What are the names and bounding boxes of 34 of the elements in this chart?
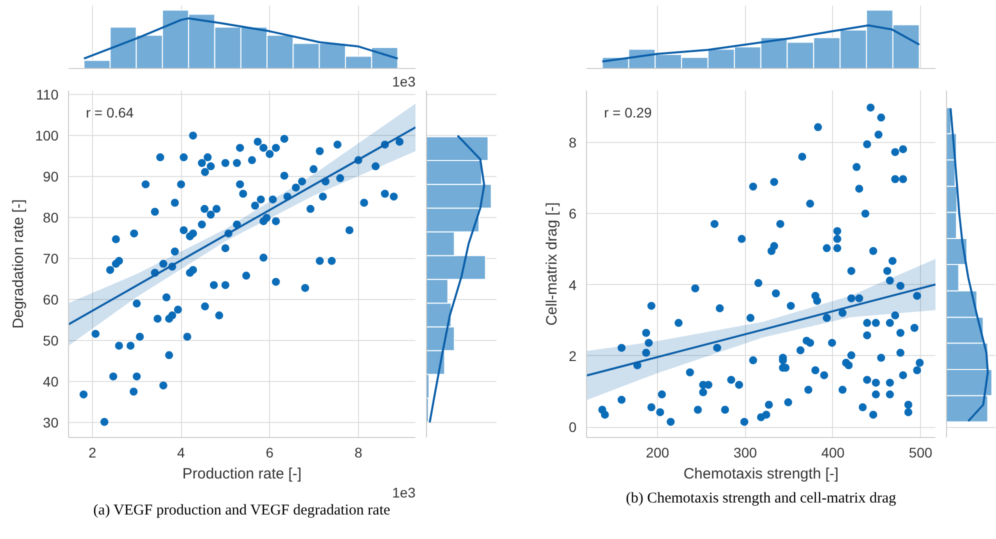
- y-axis-title: Degradation rate [-]: [10, 199, 28, 329]
- x-tick-label: 8: [354, 444, 362, 460]
- y-axis-title: Cell-matrix drag [-]: [544, 202, 561, 326]
- x-axis-title: Chemotaxis strength [-]: [683, 466, 839, 482]
- x-tick-label: 2: [88, 444, 97, 460]
- x-axis-title: Production rate [-]: [182, 466, 302, 482]
- y-tick-label: 50: [42, 332, 59, 348]
- x-tick-label: 4: [177, 444, 186, 460]
- x-tick-label: 200: [646, 444, 670, 460]
- y-tick-label: 70: [42, 250, 59, 266]
- y-tick-label: 0: [568, 419, 577, 436]
- y-tick-label: 80: [42, 210, 59, 226]
- x-tick-label: 400: [821, 444, 845, 460]
- y-tick-label: 2: [568, 348, 577, 364]
- annotation: r = 0.64: [86, 104, 134, 120]
- y-tick-label: 30: [42, 414, 59, 430]
- y-tick-label: 8: [568, 134, 577, 150]
- text: 1e3: [392, 74, 416, 90]
- y-tick-label: 6: [568, 206, 577, 222]
- x-tick-label: 6: [266, 444, 274, 460]
- line-series: [586, 283, 936, 377]
- line-series: [68, 126, 416, 326]
- y-tick-label: 100: [35, 128, 59, 144]
- y-tick-label: 4: [568, 276, 577, 293]
- text: (b) Chemotaxis strength and cell-matrix drag: [626, 490, 897, 506]
- x-tick-label: 300: [734, 444, 758, 460]
- y-tick-label: 60: [42, 291, 59, 308]
- text: (a) VEGF production and VEGF degradation rate: [93, 502, 391, 518]
- y-tick-label: 110: [36, 86, 59, 103]
- annotation: r = 0.29: [604, 104, 652, 120]
- x-tick-label: 500: [908, 444, 932, 460]
- y-tick-label: 40: [42, 373, 59, 390]
- y-tick-label: 90: [42, 168, 59, 185]
- text: 1e3: [392, 484, 416, 500]
